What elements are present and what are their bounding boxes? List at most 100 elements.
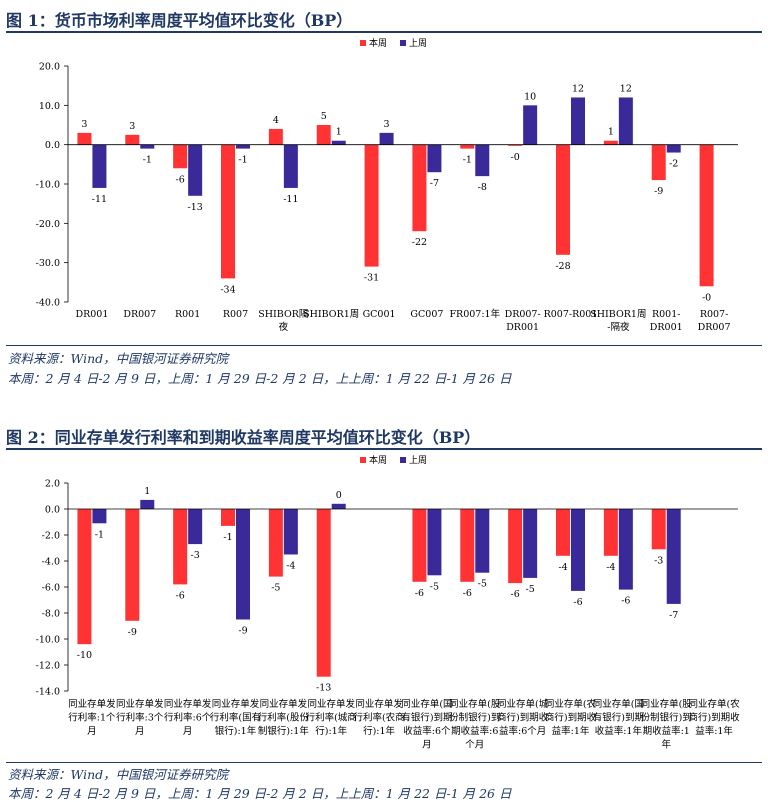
bar-last-week <box>427 144 442 173</box>
figure-1-source: 资料来源：Wind，中国银河证券研究院 <box>8 351 229 366</box>
x-category-label: 月 <box>135 726 145 737</box>
bar-this-week <box>173 509 188 585</box>
bar-last-week <box>618 509 633 590</box>
data-label: -7 <box>430 178 439 189</box>
x-category-label: R001- <box>652 309 681 320</box>
data-label: -11 <box>92 194 107 205</box>
y-tick-label: -30.0 <box>36 258 60 269</box>
figure-2-source: 资料来源：Wind，中国银河证券研究院 <box>8 767 229 782</box>
bar-last-week <box>379 132 394 145</box>
data-label: -6 <box>573 597 582 608</box>
x-category-label: 益率:6个月 <box>499 725 546 737</box>
y-tick-label: 0.0 <box>45 505 60 516</box>
data-label: -5 <box>526 584 535 595</box>
x-category-label: 同业存单(股 <box>449 698 501 710</box>
bar-last-week <box>571 509 585 591</box>
data-label: 1 <box>608 127 614 138</box>
figure-2-bottom-rule <box>6 762 762 763</box>
bar-this-week <box>460 144 475 149</box>
bar-last-week <box>236 509 250 620</box>
x-category-label: 同业存单发 <box>164 698 212 710</box>
legend-label: 本周 <box>369 37 387 49</box>
figure-2-period-note: 本周：2 月 4 日-2 月 9 日，上周：1 月 29 日-2 月 2 日，上… <box>8 786 512 801</box>
bar-this-week <box>268 509 283 577</box>
figure-1-title: 图 1：货币市场利率周度平均值环比变化（BP） <box>6 11 353 30</box>
bar-this-week <box>508 509 523 584</box>
x-category-label: 商行)到期收 <box>497 712 549 724</box>
data-label: -6 <box>621 596 630 607</box>
bar-this-week <box>603 140 618 145</box>
x-category-label: 制银行):1年 <box>258 725 309 737</box>
bar-this-week <box>699 144 714 287</box>
bar-this-week <box>316 509 331 677</box>
legend-label: 上周 <box>409 38 427 49</box>
data-label: -9 <box>238 626 247 637</box>
data-label: -34 <box>220 284 235 295</box>
x-category-label: DR001 <box>506 322 539 333</box>
data-label: -1 <box>223 532 232 543</box>
data-label: -5 <box>430 581 439 592</box>
x-category-label: 同业存单发 <box>212 698 260 710</box>
data-label: -7 <box>669 610 678 621</box>
x-category-label: 商行)到期收 <box>688 712 740 724</box>
x-category-label: 年 <box>661 739 671 751</box>
bar-last-week <box>331 503 346 509</box>
data-label: -6 <box>511 589 520 600</box>
y-tick-label: -14.0 <box>36 687 60 698</box>
data-label: -1 <box>95 529 104 540</box>
x-category-label: 收益率:6个 <box>403 725 451 737</box>
y-tick-label: 2.0 <box>45 479 60 490</box>
x-category-label: 银行):1年 <box>215 725 257 737</box>
bar-this-week <box>364 144 379 267</box>
bar-last-week <box>188 144 203 196</box>
bar-last-week <box>666 144 681 153</box>
bar-this-week <box>221 509 235 526</box>
x-category-label: 月 <box>87 726 97 737</box>
x-category-label: 行利率(国有 <box>210 712 261 724</box>
data-label: -13 <box>187 202 202 213</box>
bar-this-week <box>460 509 475 582</box>
y-tick-label: 10.0 <box>39 101 60 112</box>
y-tick-label: -8.0 <box>42 609 60 620</box>
y-tick-label: -40.0 <box>36 298 60 309</box>
bar-this-week <box>125 509 140 621</box>
x-category-label: 同业存单(农 <box>688 698 740 710</box>
legend-swatch-this-week <box>360 457 366 463</box>
data-label: -0 <box>702 292 711 303</box>
data-label: 10 <box>524 91 536 102</box>
bar-last-week <box>666 509 681 604</box>
y-tick-label: -10.0 <box>36 180 60 191</box>
x-category-label: DR007 <box>698 322 731 333</box>
x-category-label: 期收益率:1 <box>643 725 690 737</box>
y-tick-label: -20.0 <box>36 219 60 230</box>
data-label: -6 <box>415 588 424 599</box>
legend-swatch-this-week <box>360 40 366 46</box>
x-category-label: 益率:1年 <box>695 725 733 737</box>
data-label: -13 <box>316 683 331 694</box>
x-category-label: 同业存单发 <box>116 698 164 710</box>
x-category-label: 月 <box>183 726 193 737</box>
x-category-label: R007- <box>700 309 729 320</box>
bar-this-week <box>556 509 570 556</box>
data-label: 1 <box>336 127 342 138</box>
bar-this-week <box>651 509 666 550</box>
data-label: -28 <box>555 261 570 272</box>
data-label: 12 <box>620 83 632 94</box>
y-tick-label: -6.0 <box>42 583 60 594</box>
figure-2-bar-chart: 2.0 0.0 -2.0 -4.0 -6.0 -8.0 -10.0 -12.0 -14.0 本周 上… <box>36 454 741 751</box>
data-label: -8 <box>478 182 487 193</box>
x-category-label: 份制银行)到 <box>641 712 692 724</box>
data-label: -6 <box>463 588 472 599</box>
x-category-label: 行利率(农商 <box>353 712 404 724</box>
bar-this-week <box>316 125 331 145</box>
data-label: 12 <box>572 83 584 94</box>
data-label: -4 <box>558 562 567 573</box>
data-label: -5 <box>478 579 487 590</box>
data-label: -9 <box>128 627 137 638</box>
data-label: 3 <box>129 121 135 132</box>
data-label: 3 <box>384 119 390 130</box>
x-category-label: 商行)到期收 <box>545 712 597 724</box>
x-category-label: 行利率:1个 <box>68 712 116 724</box>
bar-this-week <box>651 144 666 181</box>
data-label: -3 <box>654 555 663 566</box>
